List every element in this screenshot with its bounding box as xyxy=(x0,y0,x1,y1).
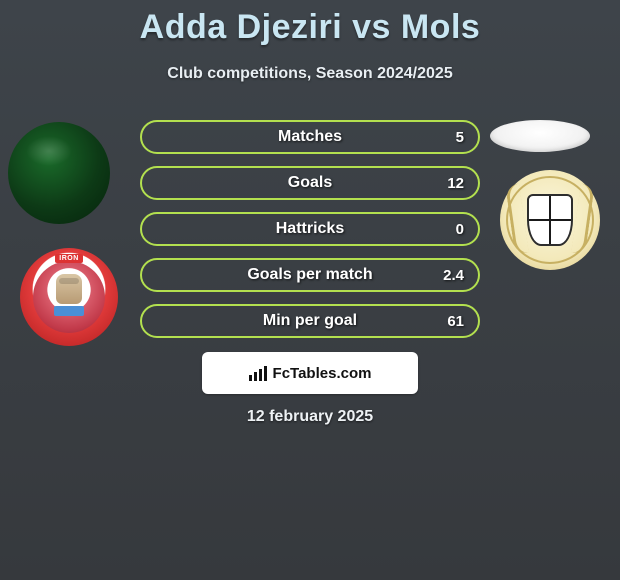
stat-row-min-per-goal: Min per goal 61 xyxy=(140,304,480,338)
page-title: Adda Djeziri vs Mols xyxy=(0,0,620,47)
shield-icon xyxy=(527,194,573,246)
stat-value: 61 xyxy=(447,313,464,330)
stat-value: 2.4 xyxy=(443,267,464,284)
stats-list: Matches 5 Goals 12 Hattricks 0 Goals per… xyxy=(140,120,480,350)
stat-label: Hattricks xyxy=(142,220,478,238)
brand-text: FcTables.com xyxy=(273,365,372,382)
laurel-left-icon xyxy=(505,183,529,254)
laurel-right-icon xyxy=(571,183,595,254)
stat-row-matches: Matches 5 xyxy=(140,120,480,154)
club-right-badge xyxy=(500,170,600,270)
player-left-avatar xyxy=(8,122,110,224)
bar-chart-icon xyxy=(249,365,267,381)
stat-value: 12 xyxy=(447,175,464,192)
brand-badge: FcTables.com xyxy=(202,352,418,394)
stat-value: 5 xyxy=(456,129,464,146)
stat-row-goals-per-match: Goals per match 2.4 xyxy=(140,258,480,292)
stat-label: Matches xyxy=(142,128,478,146)
snapshot-date: 12 february 2025 xyxy=(0,408,620,426)
club-left-badge: IRON xyxy=(20,248,118,346)
stat-row-hattricks: Hattricks 0 xyxy=(140,212,480,246)
subtitle: Club competitions, Season 2024/2025 xyxy=(0,65,620,83)
club-left-badge-inner: IRON xyxy=(33,261,105,333)
stat-value: 0 xyxy=(456,221,464,238)
cuff-icon xyxy=(54,306,84,316)
stat-label: Goals xyxy=(142,174,478,192)
fist-icon xyxy=(56,274,82,304)
comparison-card: Adda Djeziri vs Mols Club competitions, … xyxy=(0,0,620,580)
club-left-tag: IRON xyxy=(55,254,83,263)
stat-label: Goals per match xyxy=(142,266,478,284)
player-right-avatar xyxy=(490,120,590,152)
stat-label: Min per goal xyxy=(142,312,478,330)
stat-row-goals: Goals 12 xyxy=(140,166,480,200)
